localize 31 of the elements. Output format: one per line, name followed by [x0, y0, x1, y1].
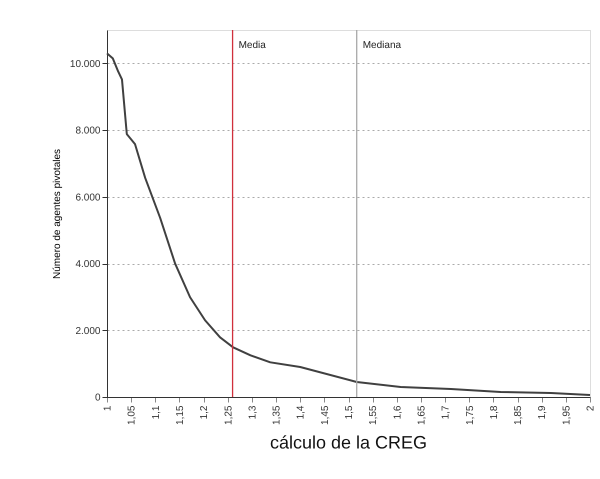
x-tick-label: 1,1: [150, 405, 162, 420]
x-tick-label: 1,4: [296, 405, 307, 420]
x-tick-label: 1,3: [247, 405, 258, 420]
x-tick-label: 2: [586, 405, 596, 412]
x-tick-label: 1,7: [440, 405, 452, 420]
x-tick-label: 1,75: [464, 405, 476, 425]
ref-line-label: Media: [238, 40, 266, 51]
y-tick-label: 8.000: [75, 126, 101, 137]
y-tick-label: 6.000: [75, 192, 101, 204]
x-tick-label: 1,15: [174, 405, 186, 425]
y-tick-label: 10.000: [70, 58, 101, 70]
text: cálculo de la CREG: [270, 432, 428, 452]
y-axis-title: Número de agentes pivotales: [52, 148, 63, 280]
x-tick-label: 1,55: [368, 405, 380, 425]
x-tick-label: 1,85: [513, 405, 524, 425]
y-tick-label: 4.000: [75, 259, 101, 270]
x-tick-label: 1,45: [320, 405, 331, 425]
x-tick-label: 1,8: [488, 405, 500, 420]
x-tick-label: 1,25: [223, 405, 234, 425]
ref-line-label: Mediana: [362, 40, 402, 51]
y-tick-label: 2.000: [75, 326, 101, 337]
x-tick-label: 1: [102, 405, 114, 412]
y-tick-label: 0: [94, 392, 101, 404]
x-tick-label: 1,65: [416, 405, 428, 425]
x-tick-label: 1,35: [272, 405, 283, 425]
x-tick-label: 1,05: [126, 405, 138, 425]
x-tick-label: 1,2: [199, 405, 210, 420]
x-tick-label: 1,5: [344, 405, 355, 420]
x-tick-label: 1,95: [561, 405, 572, 425]
x-tick-label: 1,9: [537, 405, 548, 420]
x-tick-label: 1,6: [392, 405, 404, 420]
